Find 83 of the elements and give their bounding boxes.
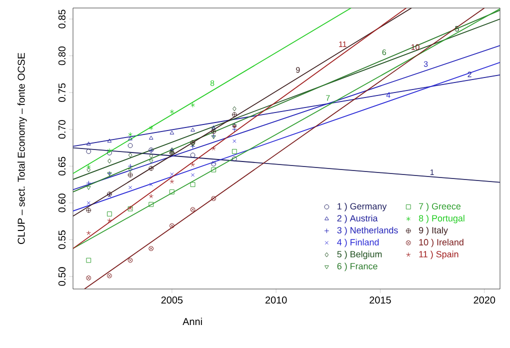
legend-label: 2 ) Austria <box>337 214 378 224</box>
point <box>128 258 133 263</box>
point <box>128 132 132 137</box>
point <box>86 230 91 236</box>
legend-label: 4 ) Finland <box>337 238 379 248</box>
y-tick-label: 0.80 <box>58 46 66 66</box>
point <box>148 246 154 251</box>
point <box>86 186 91 190</box>
point <box>190 173 195 177</box>
point <box>190 162 196 167</box>
point <box>211 146 216 151</box>
point <box>128 186 132 190</box>
point <box>190 152 196 158</box>
legend-label: 10 ) Ireland <box>419 238 464 248</box>
legend-label: 5 ) Belgium <box>337 250 382 260</box>
point <box>148 202 154 207</box>
point <box>149 182 153 186</box>
point <box>232 139 236 143</box>
point <box>86 276 92 280</box>
y-tick-label: 0.65 <box>58 156 66 176</box>
point <box>86 148 92 154</box>
x-tick-label: 2015 <box>370 296 391 304</box>
point <box>86 167 91 172</box>
point <box>107 212 112 216</box>
point <box>107 273 112 278</box>
point <box>170 109 174 114</box>
point <box>211 129 216 134</box>
point <box>170 130 174 134</box>
x-tick-label: 2010 <box>266 296 287 304</box>
point <box>211 196 216 201</box>
point <box>211 167 216 172</box>
point <box>232 106 236 112</box>
point <box>232 156 237 162</box>
point <box>86 164 91 170</box>
legend-label: 7 ) Greece <box>419 202 461 212</box>
point <box>232 112 237 118</box>
point <box>190 102 195 108</box>
point <box>190 207 196 212</box>
point <box>148 136 154 140</box>
point <box>108 158 112 164</box>
y-tick-label: 0.60 <box>58 194 66 212</box>
point <box>128 152 132 158</box>
point <box>128 172 133 178</box>
point <box>211 125 216 130</box>
y-tick-label: 0.85 <box>58 10 66 28</box>
point <box>148 166 154 171</box>
x-tick-label: 2020 <box>474 296 496 304</box>
legend-label: 3 ) Netherlands <box>337 226 398 236</box>
x-tick-label: 2005 <box>161 296 183 304</box>
point <box>169 223 174 228</box>
y-tick-label: 0.50 <box>58 267 66 286</box>
point <box>148 125 154 130</box>
point <box>86 142 91 146</box>
point <box>148 160 154 164</box>
y-axis-title: CLUP – sect. Total Economy – fonte OCSE <box>17 52 27 244</box>
point <box>86 180 92 186</box>
point <box>128 164 133 169</box>
point <box>169 189 174 194</box>
point <box>86 258 92 263</box>
point <box>170 179 174 184</box>
y-tick-label: 0.75 <box>58 83 66 102</box>
point <box>232 126 237 132</box>
point <box>86 208 92 213</box>
point <box>128 143 133 148</box>
point <box>190 128 195 132</box>
legend-label: 1 ) Germany <box>338 202 387 212</box>
point <box>107 138 112 142</box>
legend-label: 6 ) France <box>337 262 378 272</box>
point <box>232 148 237 154</box>
point <box>190 182 196 187</box>
y-tick-label: 0.55 <box>58 230 66 250</box>
legend-label: 9 ) Italy <box>419 226 448 236</box>
point <box>86 201 90 205</box>
y-tick-label: 0.70 <box>58 120 66 139</box>
point <box>107 218 112 223</box>
point <box>148 194 154 198</box>
point <box>128 168 132 172</box>
legend-label: 11 ) Spain <box>419 250 458 260</box>
point <box>212 126 216 132</box>
point <box>149 153 154 158</box>
x-axis-title: Anni <box>182 318 202 326</box>
legend-label: 8 ) Portugal <box>418 214 464 224</box>
point <box>170 172 174 176</box>
